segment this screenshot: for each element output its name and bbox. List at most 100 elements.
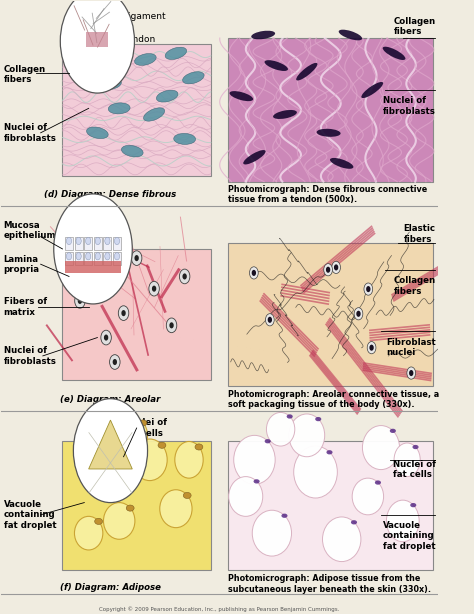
Bar: [63, 441, 211, 570]
Circle shape: [367, 341, 376, 354]
Circle shape: [407, 367, 416, 379]
Text: Vacuole
containing
fat droplet: Vacuole containing fat droplet: [4, 500, 56, 530]
Ellipse shape: [352, 478, 383, 515]
Ellipse shape: [74, 516, 103, 550]
Text: Mucosa
epithelium: Mucosa epithelium: [4, 221, 56, 240]
Ellipse shape: [108, 103, 130, 114]
Ellipse shape: [375, 480, 381, 484]
Ellipse shape: [251, 31, 275, 39]
Bar: [103, 237, 111, 250]
Text: Copyright © 2009 Pearson Education, Inc., publishing as Pearson Benjamin Cumming: Copyright © 2009 Pearson Education, Inc.…: [100, 607, 340, 612]
Ellipse shape: [317, 129, 341, 137]
Ellipse shape: [183, 492, 191, 499]
Ellipse shape: [95, 518, 102, 524]
Circle shape: [326, 266, 330, 273]
Text: Lamina
propria: Lamina propria: [4, 255, 39, 274]
Circle shape: [86, 252, 91, 260]
Ellipse shape: [383, 47, 405, 60]
Bar: [75, 237, 82, 250]
Bar: [113, 237, 121, 250]
Ellipse shape: [254, 480, 260, 483]
Polygon shape: [89, 420, 132, 469]
Circle shape: [114, 238, 119, 244]
Circle shape: [114, 252, 119, 260]
Text: Tendon: Tendon: [113, 35, 156, 47]
Bar: [86, 32, 108, 47]
Ellipse shape: [390, 429, 396, 433]
Ellipse shape: [100, 78, 121, 90]
Circle shape: [324, 263, 332, 276]
Bar: [75, 252, 82, 265]
Text: Nuclei of
fat cells: Nuclei of fat cells: [392, 460, 436, 479]
Bar: [65, 252, 73, 265]
Text: Nuclei of
fibroblasts: Nuclei of fibroblasts: [383, 96, 436, 115]
Circle shape: [73, 398, 147, 503]
Circle shape: [76, 252, 81, 260]
Ellipse shape: [81, 446, 114, 486]
Text: Fibers of
matrix: Fibers of matrix: [4, 297, 47, 317]
Ellipse shape: [135, 53, 156, 65]
Ellipse shape: [394, 443, 420, 476]
Circle shape: [101, 330, 111, 345]
Circle shape: [95, 252, 100, 260]
Ellipse shape: [158, 442, 166, 448]
Bar: [63, 44, 211, 176]
Ellipse shape: [229, 91, 253, 101]
Circle shape: [78, 298, 82, 304]
Circle shape: [409, 370, 413, 376]
Circle shape: [149, 281, 159, 296]
Circle shape: [121, 310, 126, 316]
Ellipse shape: [322, 517, 361, 562]
Circle shape: [88, 269, 98, 284]
Ellipse shape: [87, 127, 108, 139]
Text: Photomicrograph: Adipose tissue from the
subcutaneous layer beneath the skin (33: Photomicrograph: Adipose tissue from the…: [228, 574, 431, 594]
Text: Nuclei of
fibroblasts: Nuclei of fibroblasts: [4, 123, 56, 142]
Circle shape: [104, 335, 108, 341]
Circle shape: [91, 273, 95, 279]
Ellipse shape: [361, 82, 383, 98]
Bar: [64, 261, 121, 273]
Ellipse shape: [273, 110, 297, 119]
Ellipse shape: [252, 510, 292, 556]
Circle shape: [182, 273, 187, 279]
Text: Collagen
fibers: Collagen fibers: [393, 17, 436, 36]
Circle shape: [169, 322, 174, 328]
Circle shape: [334, 265, 338, 270]
Ellipse shape: [289, 414, 325, 457]
Ellipse shape: [182, 72, 204, 84]
Ellipse shape: [315, 417, 321, 421]
Text: Elastic
fibers: Elastic fibers: [403, 225, 436, 244]
Bar: [228, 38, 433, 182]
Text: Photomicrograph: Areolar connective tissue, a
soft packaging tissue of the body : Photomicrograph: Areolar connective tiss…: [228, 390, 439, 409]
Circle shape: [252, 270, 256, 276]
Circle shape: [54, 194, 132, 304]
Ellipse shape: [144, 108, 164, 121]
Circle shape: [249, 267, 258, 279]
Bar: [94, 237, 102, 250]
Ellipse shape: [330, 158, 354, 169]
Ellipse shape: [363, 426, 400, 470]
Circle shape: [109, 355, 120, 370]
Bar: [1, 1, 219, 206]
Ellipse shape: [126, 505, 134, 511]
Ellipse shape: [105, 449, 113, 455]
Circle shape: [179, 269, 190, 284]
Circle shape: [60, 0, 135, 93]
Ellipse shape: [74, 65, 95, 79]
Ellipse shape: [351, 520, 357, 524]
Text: (e) Diagram: Areolar: (e) Diagram: Areolar: [60, 395, 161, 403]
Text: Collagen
fibers: Collagen fibers: [393, 276, 436, 296]
Bar: [65, 237, 73, 250]
Ellipse shape: [156, 90, 178, 102]
Bar: [113, 252, 121, 265]
Circle shape: [356, 311, 361, 317]
Ellipse shape: [139, 420, 147, 426]
Circle shape: [166, 318, 177, 333]
Ellipse shape: [282, 513, 288, 518]
Ellipse shape: [294, 446, 337, 498]
Ellipse shape: [175, 441, 203, 478]
Text: (d) Diagram: Dense fibrous: (d) Diagram: Dense fibrous: [45, 190, 177, 199]
Ellipse shape: [132, 439, 167, 481]
Ellipse shape: [160, 490, 192, 527]
Text: Nuclei of
fat cells: Nuclei of fat cells: [124, 418, 166, 438]
